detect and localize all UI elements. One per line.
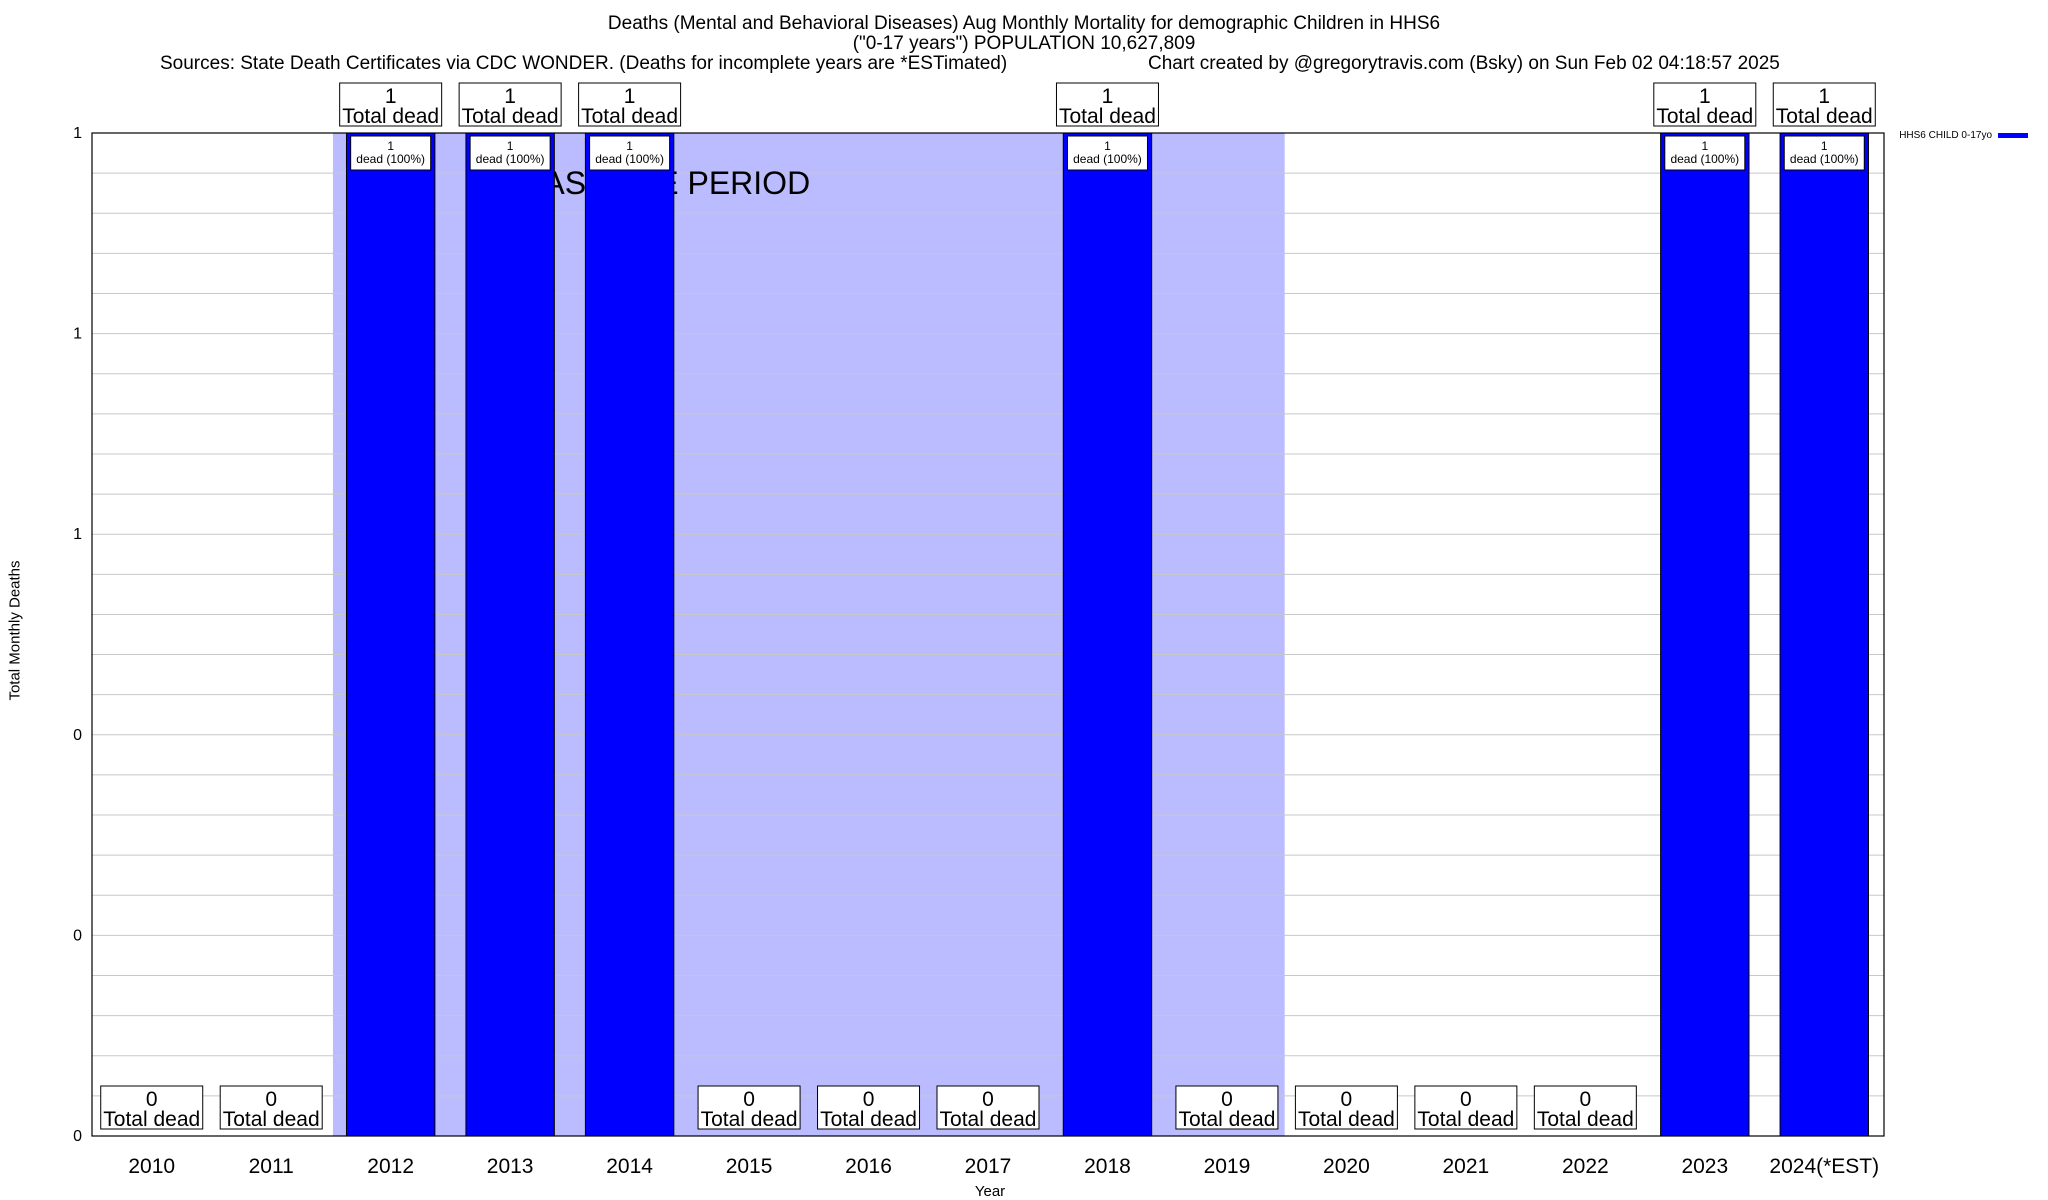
y-tick-label: 0 — [73, 727, 82, 744]
y-tick-label: 0 — [73, 1128, 82, 1145]
legend-swatch — [1998, 133, 2028, 138]
bar-2013 — [465, 132, 555, 1137]
total-label-box — [458, 82, 562, 127]
total-label: 1 Total dead — [1059, 85, 1156, 128]
x-tick-label: 2024(*EST) — [1769, 1155, 1879, 1178]
y-tick-label: 1 — [73, 526, 82, 543]
total-label-box — [817, 1085, 921, 1130]
total-label: 1 Total dead — [462, 85, 559, 128]
total-label: 0 Total dead — [103, 1088, 200, 1131]
x-tick-label: 2013 — [487, 1155, 534, 1178]
x-tick-label: 2021 — [1443, 1155, 1490, 1178]
total-label: 0 Total dead — [1178, 1088, 1275, 1131]
total-label-box — [1653, 82, 1757, 127]
x-tick-label: 2020 — [1323, 1155, 1370, 1178]
total-label-box — [1772, 82, 1876, 127]
total-label: 0 Total dead — [701, 1088, 798, 1131]
total-label: 0 Total dead — [1537, 1088, 1634, 1131]
x-tick-label: 2018 — [1084, 1155, 1131, 1178]
bar-2018 — [1062, 132, 1153, 1137]
total-label-box — [100, 1085, 204, 1130]
total-label: 0 Total dead — [940, 1088, 1037, 1131]
total-label: 0 Total dead — [1417, 1088, 1514, 1131]
y-tick-label: 1 — [73, 326, 82, 343]
x-tick-label: 2012 — [367, 1155, 414, 1178]
inner-label-box — [1664, 135, 1746, 171]
chart-credit: Chart created by @gregorytravis.com (Bsk… — [1148, 53, 1780, 74]
x-tick-label: 2011 — [249, 1155, 294, 1178]
chart-sources: Sources: State Death Certificates via CD… — [160, 53, 1008, 74]
bar-2014 — [584, 132, 675, 1137]
legend-label: HHS6 CHILD 0-17yo — [1899, 130, 1992, 141]
total-label-box — [1414, 1085, 1518, 1130]
total-label: 1 Total dead — [342, 85, 439, 128]
total-label: 0 Total dead — [223, 1088, 320, 1131]
inner-label: 1 dead (100%) — [356, 139, 425, 166]
bar-2012 — [345, 132, 436, 1137]
chart-title: Deaths (Mental and Behavioral Diseases) … — [607, 13, 1441, 34]
total-label-box — [936, 1085, 1040, 1130]
total-label-box — [1175, 1085, 1279, 1130]
total-label-box — [1533, 1085, 1637, 1130]
bar-2024(*EST) — [1779, 132, 1869, 1137]
total-label: 1 Total dead — [1656, 85, 1753, 128]
x-axis-label: Year — [974, 1183, 1006, 1200]
total-label-box — [578, 82, 682, 127]
plot-frame — [91, 132, 1885, 1137]
inner-label: 1 dead (100%) — [595, 139, 664, 166]
inner-label: 1 dead (100%) — [1073, 139, 1142, 166]
x-tick-label: 2015 — [726, 1155, 773, 1178]
total-label-box — [219, 1085, 323, 1130]
total-label: 1 Total dead — [581, 85, 678, 128]
x-tick-label: 2019 — [1204, 1155, 1251, 1178]
x-tick-label: 2014 — [606, 1155, 653, 1178]
x-tick-label: 2017 — [965, 1155, 1012, 1178]
inner-label-box — [1066, 135, 1148, 171]
inner-label-box — [589, 135, 671, 171]
y-tick-label: 1 — [73, 125, 82, 142]
bar-2023 — [1660, 132, 1750, 1137]
inner-label: 1 dead (100%) — [1670, 139, 1739, 166]
inner-label: 1 dead (100%) — [1790, 139, 1859, 166]
inner-label-box — [469, 135, 551, 171]
total-label: 0 Total dead — [1298, 1088, 1395, 1131]
chart-subtitle: ("0-17 years") POPULATION 10,627,809 — [852, 33, 1196, 54]
x-tick-label: 2016 — [845, 1155, 892, 1178]
x-tick-label: 2023 — [1681, 1155, 1728, 1178]
total-label-box — [1055, 82, 1159, 127]
total-label: 1 Total dead — [1776, 85, 1873, 128]
x-tick-label: 2010 — [128, 1155, 175, 1178]
x-tick-label: 2022 — [1562, 1155, 1609, 1178]
total-label-box — [697, 1085, 801, 1130]
y-tick-label: 0 — [73, 927, 82, 944]
legend: HHS6 CHILD 0-17yo — [1899, 130, 2028, 141]
inner-label: 1 dead (100%) — [476, 139, 545, 166]
total-label-box — [339, 82, 443, 127]
total-label: 0 Total dead — [820, 1088, 917, 1131]
inner-label-box — [350, 135, 432, 171]
inner-label-box — [1783, 135, 1865, 171]
total-label-box — [1294, 1085, 1398, 1130]
